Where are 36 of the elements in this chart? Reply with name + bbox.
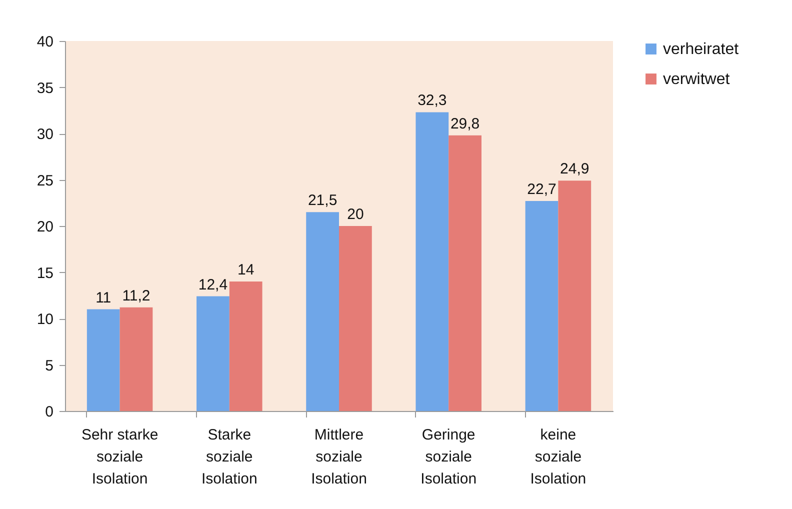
bar <box>525 201 558 411</box>
data-label: 21,5 <box>308 192 338 210</box>
bar <box>558 180 592 411</box>
bar <box>86 309 120 411</box>
x-tick-label: Sehr starke soziale Isolation <box>81 426 158 488</box>
y-tick-label: 40 <box>36 34 54 50</box>
bar <box>196 296 230 411</box>
data-label: 14 <box>237 262 254 278</box>
data-label: 20 <box>347 206 364 223</box>
y-tick-label: 30 <box>36 126 54 143</box>
y-tick-label: 0 <box>45 404 54 420</box>
y-tick-label: 15 <box>36 264 54 282</box>
bar <box>339 226 372 411</box>
data-label: 11 <box>96 289 112 306</box>
bar <box>306 212 339 411</box>
x-tick-label: keine soziale Isolation <box>530 426 586 488</box>
bar <box>448 135 482 411</box>
x-tick-label: Mittlere soziale Isolation <box>311 426 367 488</box>
legend-label: verwitwet <box>663 71 730 88</box>
y-tick-label: 25 <box>36 172 54 190</box>
data-label: 32,3 <box>418 92 447 110</box>
data-label: 22,7 <box>527 181 556 198</box>
data-label: 29,8 <box>450 115 480 132</box>
x-tick-label: Starke soziale Isolation <box>201 426 258 488</box>
bar <box>120 307 153 411</box>
x-tick-label: Geringe soziale Isolation <box>420 426 477 488</box>
data-label: 24,9 <box>560 160 590 178</box>
bar <box>229 282 262 411</box>
y-tick-label: 20 <box>36 218 54 236</box>
data-label: 12,4 <box>198 276 228 294</box>
y-tick-label: 35 <box>36 80 54 97</box>
data-label: 11,2 <box>122 287 150 304</box>
legend-label: verheiratet <box>663 41 740 58</box>
bar <box>416 112 449 411</box>
y-tick-label: 5 <box>45 357 54 374</box>
y-tick-label: 10 <box>36 311 54 328</box>
